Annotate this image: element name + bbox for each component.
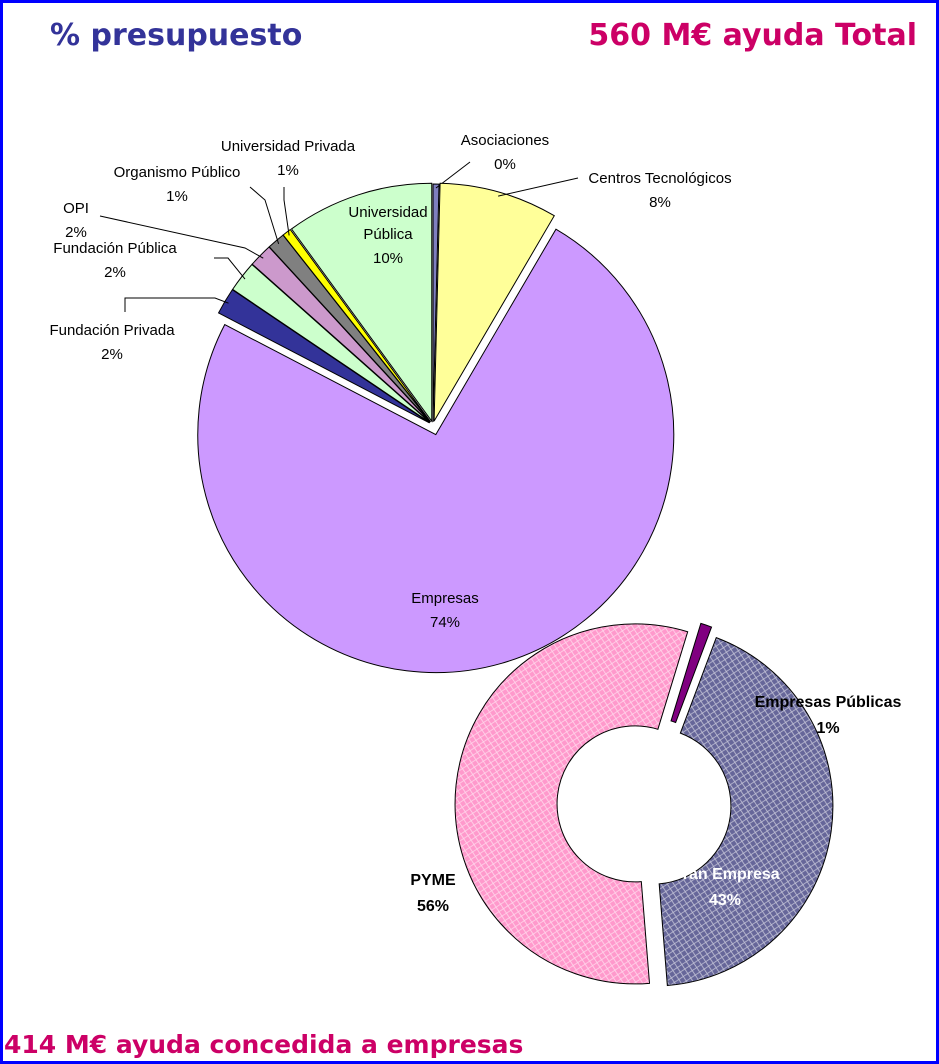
slice-name: Centros Tecnológicos: [588, 170, 732, 187]
slice-value: 2%: [101, 346, 123, 363]
leader-line: [498, 177, 579, 197]
slice-name: Organismo Público: [113, 164, 241, 181]
chart-title: % presupuesto: [50, 18, 303, 53]
leader-line: [99, 215, 264, 259]
slice-value: 1%: [166, 188, 188, 205]
slice-name: Gran Empresa: [670, 866, 780, 883]
slice-value: 8%: [649, 194, 671, 211]
slice-name: Universidad Pública: [348, 204, 428, 243]
slice-value: 2%: [104, 264, 126, 281]
slice-name: Empresas Públicas: [754, 694, 902, 711]
slice-value: 74%: [429, 614, 461, 631]
slice: [282, 228, 431, 423]
slice-name: Fundación Privada: [49, 322, 175, 339]
slice: [197, 228, 675, 674]
leader-line: [214, 257, 246, 280]
slice-value: 10%: [372, 250, 404, 267]
slice-value: 2%: [65, 224, 87, 241]
slice-name: OPI: [63, 200, 89, 217]
donut-title: 414 M€ ayuda concedida a empresas: [4, 1030, 528, 1059]
slice-name: Fundación Pública: [53, 240, 177, 257]
chart-subtitle: 560 M€ ayuda Total: [588, 18, 917, 53]
slice-name: Universidad Privada: [220, 138, 356, 155]
leader-line: [124, 297, 229, 312]
leader-line: [283, 187, 290, 236]
slice: [670, 622, 713, 724]
slice: [658, 636, 834, 987]
slice-value: 1%: [816, 720, 840, 737]
leader-line: [249, 186, 280, 245]
slice: [290, 182, 433, 423]
slice-value: 56%: [416, 898, 450, 915]
slice: [432, 183, 440, 423]
slice: [454, 623, 689, 985]
slice-name: Asociaciones: [460, 132, 550, 149]
slice-value: 0%: [494, 156, 516, 173]
slice-name: Empresas: [411, 590, 479, 607]
slice: [433, 182, 555, 422]
slice-name: PYME: [410, 872, 456, 889]
slice-value: 1%: [277, 162, 299, 179]
slice-value: 43%: [708, 892, 742, 909]
